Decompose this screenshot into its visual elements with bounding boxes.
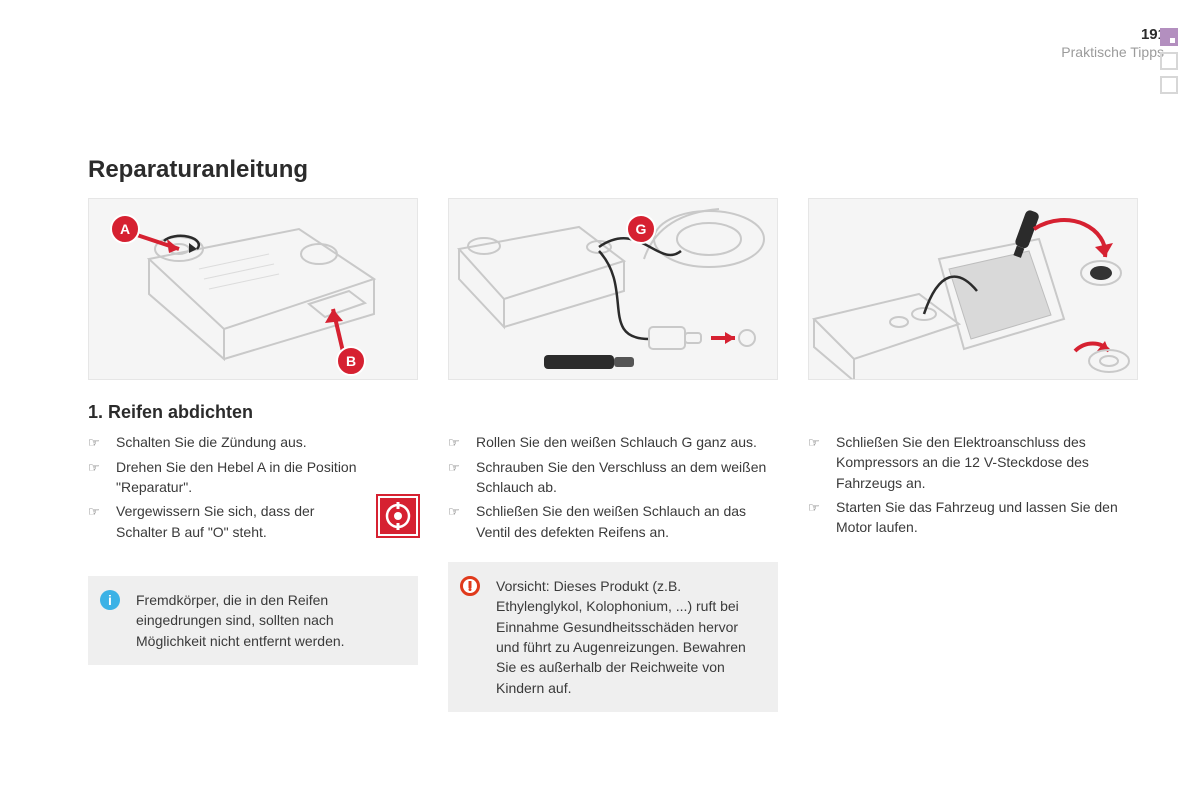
step-item: ☞ Schließen Sie den Elektroanschluss des… [808, 432, 1138, 493]
step-text: Schalten Sie die Zündung aus. [116, 432, 418, 452]
step-item: ☞ Vergewissern Sie sich, dass der Schalt… [88, 501, 418, 542]
warning-icon [460, 576, 480, 596]
label-B: B [346, 353, 356, 369]
step-item: ☞ Schließen Sie den weißen Schlauch an d… [448, 501, 778, 542]
step-item: ☞ Schalten Sie die Zündung aus. [88, 432, 418, 453]
step-title: 1. Reifen abdichten [88, 402, 253, 423]
step-text: Vergewissern Sie sich, dass der Schalter… [116, 501, 418, 542]
label-A: A [120, 221, 130, 237]
illustration-1: A B [88, 198, 418, 380]
instruction-columns: ☞ Schalten Sie die Zündung aus. ☞ Drehen… [88, 432, 1138, 712]
pointer-icon: ☞ [448, 457, 476, 478]
info-icon: i [100, 590, 120, 610]
warning-text: Vorsicht: Dieses Produkt (z.B. Ethylengl… [496, 578, 746, 695]
info-text: Fremdkörper, die in den Reifen eingedrun… [136, 592, 345, 649]
step-text: Schrauben Sie den Verschluss an dem weiß… [476, 457, 778, 498]
column-2: ☞ Rollen Sie den weißen Schlauch G ganz … [448, 432, 778, 712]
step-text: Schließen Sie den Elektroanschluss des K… [836, 432, 1138, 493]
pointer-icon: ☞ [808, 497, 836, 518]
step-text: Rollen Sie den weißen Schlauch G ganz au… [476, 432, 778, 452]
repair-mode-icon [378, 496, 418, 536]
step-text: Starten Sie das Fahrzeug und lassen Sie … [836, 497, 1138, 538]
pointer-icon: ☞ [808, 432, 836, 453]
pointer-icon: ☞ [88, 432, 116, 453]
illustration-row: A B [88, 198, 1160, 380]
column-3: ☞ Schließen Sie den Elektroanschluss des… [808, 432, 1138, 712]
tab-markers [1160, 28, 1178, 100]
step-item: ☞ Drehen Sie den Hebel A in die Position… [88, 457, 418, 498]
step-item: ☞ Schrauben Sie den Verschluss an dem we… [448, 457, 778, 498]
tab-marker [1160, 76, 1178, 94]
pointer-icon: ☞ [448, 501, 476, 522]
illustration-2: G [448, 198, 778, 380]
step-item: ☞ Rollen Sie den weißen Schlauch G ganz … [448, 432, 778, 453]
step-item: ☞ Starten Sie das Fahrzeug und lassen Si… [808, 497, 1138, 538]
step-text: Drehen Sie den Hebel A in die Position "… [116, 457, 418, 498]
info-box: i Fremdkörper, die in den Reifen eingedr… [88, 576, 418, 665]
label-G: G [636, 221, 647, 237]
warning-box: Vorsicht: Dieses Produkt (z.B. Ethylengl… [448, 562, 778, 712]
section-name: Praktische Tipps [1061, 44, 1164, 60]
illustration-3 [808, 198, 1138, 380]
tab-marker-active [1160, 28, 1178, 46]
pointer-icon: ☞ [88, 457, 116, 478]
pointer-icon: ☞ [88, 501, 116, 522]
tab-marker [1160, 52, 1178, 70]
column-1: ☞ Schalten Sie die Zündung aus. ☞ Drehen… [88, 432, 418, 712]
page-title: Reparaturanleitung [88, 156, 308, 184]
pointer-icon: ☞ [448, 432, 476, 453]
page-header: 191 Praktische Tipps [1061, 26, 1172, 62]
step-text: Schließen Sie den weißen Schlauch an das… [476, 501, 778, 542]
